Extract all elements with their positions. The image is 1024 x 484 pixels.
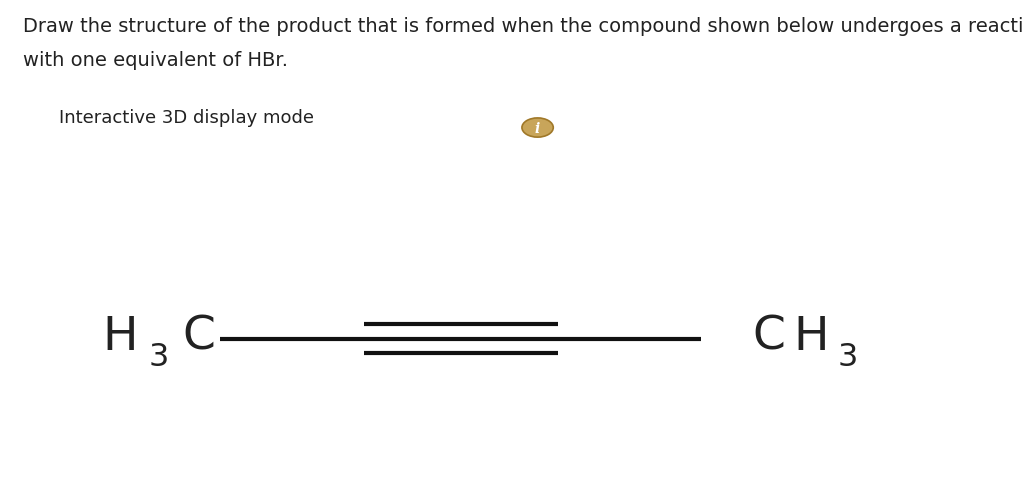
Ellipse shape <box>522 119 553 138</box>
Text: C: C <box>753 314 785 359</box>
Text: 3: 3 <box>838 342 858 373</box>
Text: i: i <box>535 121 541 135</box>
Text: H: H <box>102 314 138 359</box>
Text: C: C <box>182 314 215 359</box>
Text: H: H <box>794 314 829 359</box>
Text: Draw the structure of the product that is formed when the compound shown below u: Draw the structure of the product that i… <box>23 17 1024 36</box>
Text: 3: 3 <box>148 342 169 373</box>
Text: Interactive 3D display mode: Interactive 3D display mode <box>59 109 314 127</box>
Text: with one equivalent of HBr.: with one equivalent of HBr. <box>23 51 288 70</box>
